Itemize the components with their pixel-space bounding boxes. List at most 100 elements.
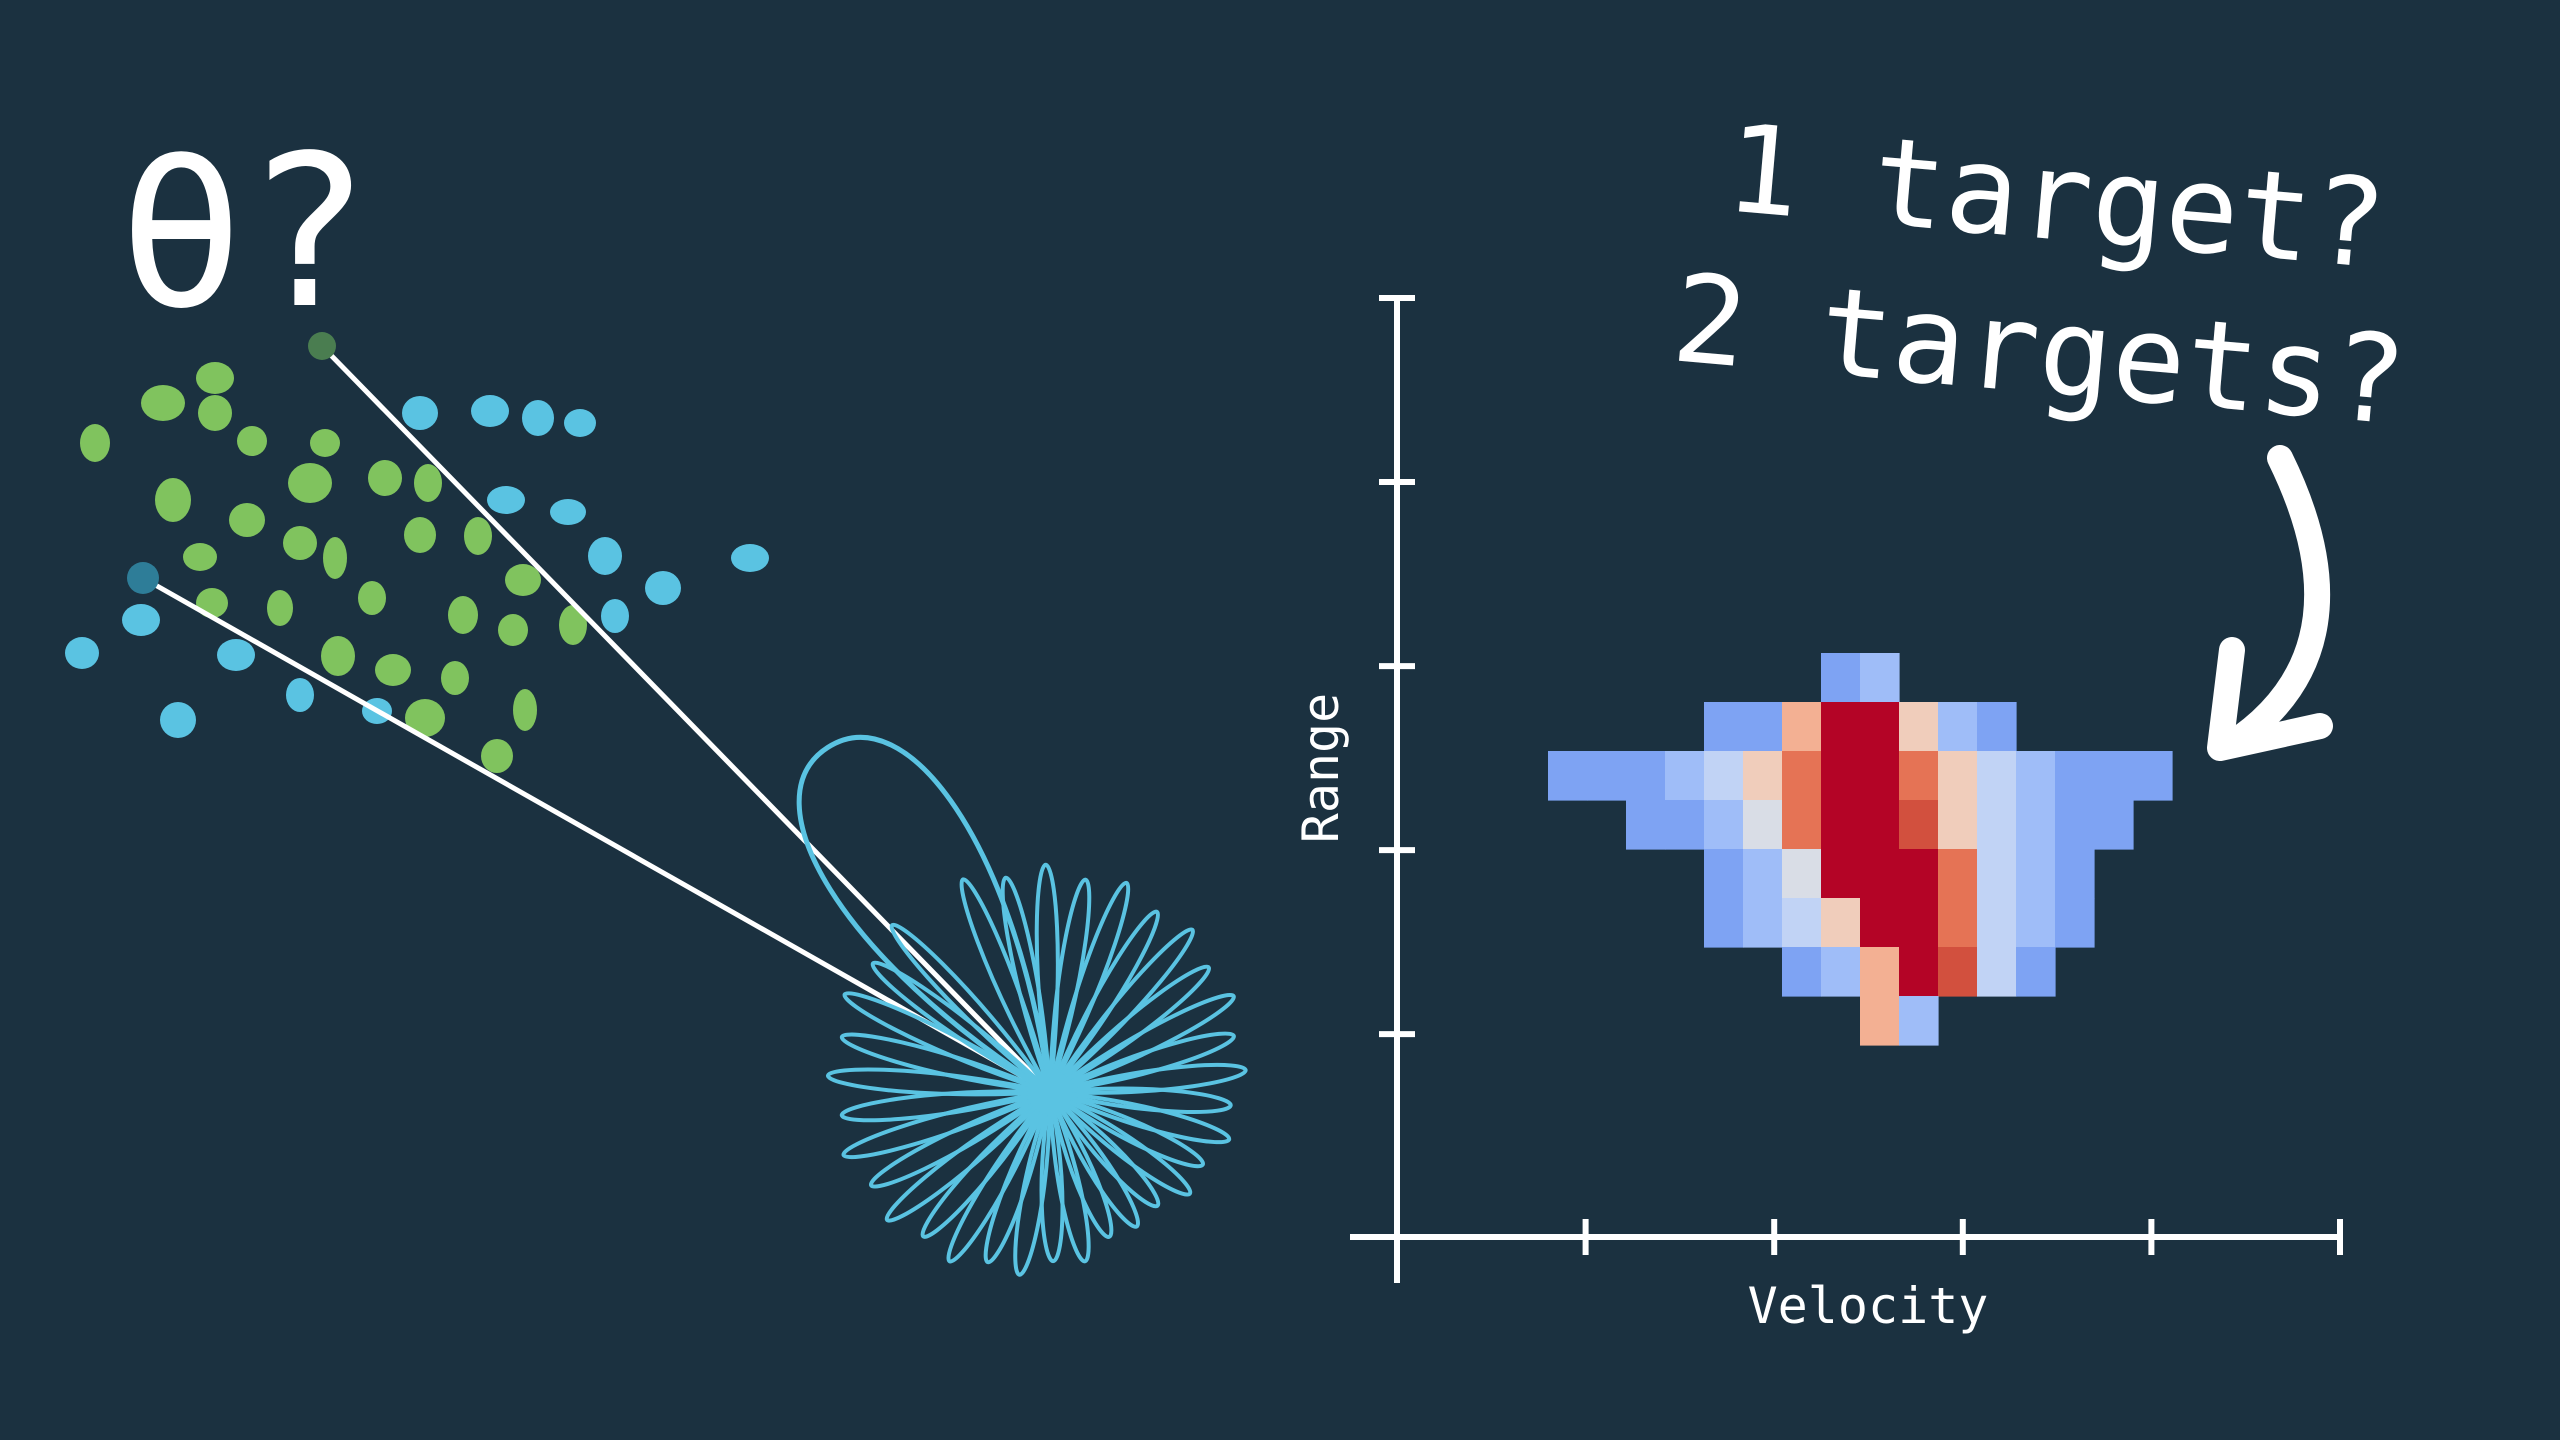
heatmap-cell	[1665, 751, 1705, 801]
blue-target-dot	[65, 637, 99, 669]
radar-beam-pattern-icon	[796, 734, 1248, 1277]
heatmap-cell	[1899, 702, 1939, 752]
blue-target-dot	[645, 571, 681, 605]
blue-target-dot	[471, 395, 509, 427]
heatmap-cell	[1977, 849, 2017, 899]
blue-target-dot	[564, 409, 596, 437]
heatmap-cell	[1938, 751, 1978, 801]
heatmap-cell	[1860, 898, 1900, 948]
upper-target-point	[308, 332, 336, 360]
heatmap-cell	[1938, 800, 1978, 850]
heatmap-cell	[2055, 800, 2095, 850]
blue-target-dot	[601, 599, 629, 633]
green-target-dot	[358, 581, 386, 615]
lower-target-point	[127, 562, 159, 594]
heatmap-cell	[2094, 800, 2134, 850]
side-lobe	[1049, 1086, 1233, 1115]
green-target-dot	[464, 517, 492, 555]
side-lobe	[1039, 1091, 1065, 1264]
blue-target-dot	[122, 604, 160, 636]
heatmap-cell	[1899, 849, 1939, 899]
heatmap-cell	[1977, 751, 2017, 801]
heatmap-cell	[1782, 751, 1822, 801]
blue-target-dot	[286, 678, 314, 712]
green-target-dot	[414, 464, 442, 502]
heatmap-cell	[1704, 800, 1744, 850]
blue-target-dot	[487, 486, 525, 514]
heatmap-cell	[1860, 996, 1900, 1046]
side-lobe	[1013, 1091, 1052, 1277]
blue-target-dot	[731, 544, 769, 572]
heatmap-cell	[1860, 653, 1900, 703]
green-target-dot	[513, 689, 537, 731]
heatmap-cell	[1860, 947, 1900, 997]
side-lobe	[1049, 1090, 1232, 1145]
green-target-dot	[288, 463, 332, 503]
heatmap-cell	[1938, 947, 1978, 997]
heatmap-cell	[1860, 800, 1900, 850]
green-target-dot	[375, 654, 411, 686]
side-lobe	[1048, 1090, 1161, 1209]
heatmap-cell	[1704, 751, 1744, 801]
heatmap-cell	[1782, 947, 1822, 997]
main-lobe	[796, 734, 1054, 1097]
heatmap-cell	[1821, 947, 1861, 997]
green-target-dot	[229, 503, 265, 537]
heatmap-cell	[1899, 996, 1939, 1046]
heatmap-cell	[1977, 800, 2017, 850]
heatmap-cell	[1782, 800, 1822, 850]
heatmap-cell	[1821, 898, 1861, 948]
blue-target-dot	[402, 396, 438, 430]
green-target-dot	[405, 699, 445, 737]
line-of-sight-lines	[127, 332, 1052, 1095]
heatmap-cell	[1743, 849, 1783, 899]
heatmap-cell	[1860, 702, 1900, 752]
green-target-dot	[267, 590, 293, 626]
heatmap-cell	[1938, 702, 1978, 752]
green-target-dot	[283, 526, 317, 560]
green-target-dot	[237, 426, 267, 456]
y-axis-label: Range	[1292, 693, 1350, 844]
heatmap-cell	[1938, 898, 1978, 948]
side-lobe	[1048, 1091, 1091, 1264]
heatmap-cell	[1704, 849, 1744, 899]
green-target-dot	[498, 614, 528, 646]
side-lobe	[983, 1091, 1052, 1265]
heatmap-cell	[1860, 751, 1900, 801]
heatmap-cell	[1821, 653, 1861, 703]
side-lobe	[1048, 1090, 1205, 1169]
x-axis-label: Velocity	[1748, 1277, 1989, 1335]
green-target-dot	[80, 424, 110, 462]
heatmap-cell	[2133, 751, 2173, 801]
green-target-dot	[404, 517, 436, 553]
heatmap-cell	[1782, 898, 1822, 948]
green-target-dot	[183, 543, 217, 571]
blue-target-dot	[160, 702, 196, 738]
heatmap-cell	[2016, 751, 2056, 801]
heatmap-cell	[1977, 702, 2017, 752]
heatmap-cell	[2055, 751, 2095, 801]
blue-target-dot	[217, 639, 255, 671]
green-target-dot	[559, 605, 587, 645]
chart-axes	[1350, 295, 2343, 1283]
curved-arrow-down-icon	[2207, 445, 2333, 761]
blue-target-dot	[588, 537, 622, 575]
heatmap-cell	[1743, 898, 1783, 948]
heatmap-cell	[1821, 800, 1861, 850]
heatmap-cell	[2055, 898, 2095, 948]
green-target-dot	[141, 385, 185, 421]
blue-target-dot	[522, 400, 554, 436]
green-dot-cluster-icon	[80, 362, 587, 773]
heatmap-cell	[1548, 751, 1588, 801]
heatmap-cell	[2016, 849, 2056, 899]
green-target-dot	[198, 395, 232, 431]
heatmap-cell	[1743, 800, 1783, 850]
heatmap-cell	[1626, 800, 1666, 850]
line-of-sight-lower	[141, 575, 1052, 1095]
heatmap-cell	[1782, 702, 1822, 752]
green-target-dot	[368, 460, 402, 496]
green-target-dot	[321, 636, 355, 676]
heatmap-cell	[2055, 849, 2095, 899]
heatmap-cell	[1899, 751, 1939, 801]
